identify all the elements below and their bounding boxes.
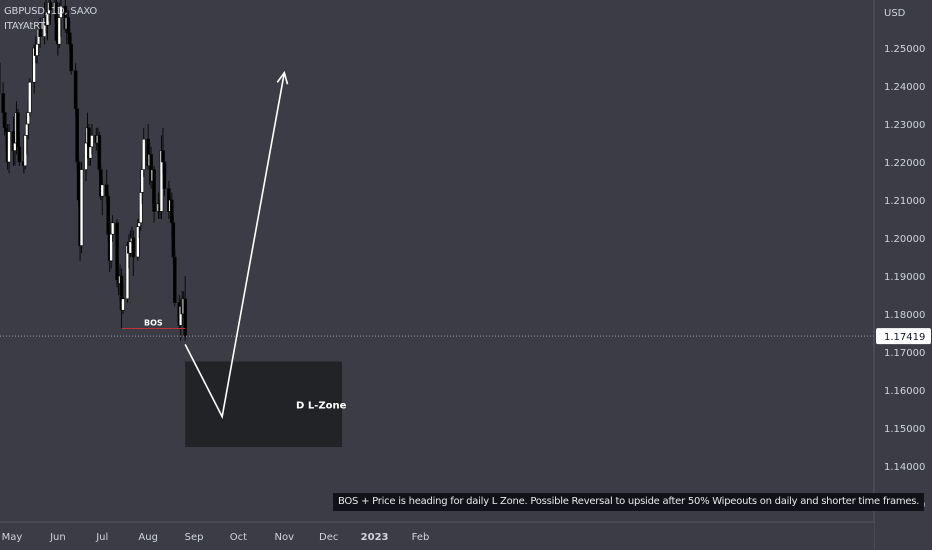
candle: [121, 283, 125, 314]
candle: [7, 124, 11, 174]
candle: [100, 177, 105, 216]
zone-layer: D L-Zone: [185, 361, 347, 447]
candle: [17, 131, 22, 166]
price-tick-label: 1.20000: [884, 234, 925, 245]
candle-body: [162, 161, 167, 189]
demand-zone: [185, 361, 343, 447]
candle-body: [27, 81, 32, 113]
candle: [38, 17, 42, 48]
symbol-title[interactable]: GBPUSD, 1D, SAXO: [4, 6, 98, 17]
candle: [141, 127, 146, 178]
time-axis-bg: [0, 522, 874, 550]
price-tick-label: 1.15000: [884, 424, 925, 435]
candle: [79, 162, 84, 254]
author-label: ITAYAtRT: [4, 21, 45, 32]
candle: [173, 249, 177, 307]
candle-body: [7, 131, 11, 163]
price-tick-label: 1.22000: [884, 158, 925, 169]
candle-body: [84, 142, 88, 170]
time-tick-label: Aug: [138, 532, 158, 543]
last-price-badge: [876, 328, 931, 345]
projection-layer: [184, 70, 289, 420]
candle-body: [59, 5, 63, 18]
candle: [183, 276, 187, 341]
time-tick-label: Oct: [230, 532, 247, 543]
time-tick-label: Feb: [412, 532, 430, 543]
zone-label: D L-Zone: [296, 400, 347, 411]
price-tick-label: 1.17000: [884, 348, 925, 359]
candle-body: [38, 28, 42, 37]
candle-body: [110, 222, 115, 235]
candle: [152, 165, 156, 223]
candle: [110, 215, 115, 242]
candle-body: [97, 135, 102, 170]
last-price-label: 1.17419: [884, 332, 925, 343]
projection-arrowhead: [276, 70, 289, 85]
price-tick-label: 1.14000: [884, 462, 925, 473]
candle: [59, 0, 63, 37]
candle-body: [75, 108, 79, 163]
candle-body: [79, 169, 84, 246]
price-tick-label: 1.24000: [884, 82, 925, 93]
candle-body: [152, 169, 156, 212]
candle-body: [173, 256, 177, 303]
annotation-note: BOS + Price is heading for daily L Zone.…: [333, 493, 925, 511]
price-tick-label: 1.21000: [884, 196, 925, 207]
candle: [131, 230, 136, 276]
candle: [69, 36, 73, 75]
projection-path: [184, 72, 286, 420]
levels-layer: BOS: [0, 318, 874, 337]
price-tick-label: 1.16000: [884, 386, 925, 397]
price-axis-bg: [874, 0, 932, 550]
candle-body: [48, 2, 53, 11]
candle-body: [76, 161, 81, 201]
candle-body: [121, 298, 125, 311]
candle: [27, 78, 32, 117]
time-tick-label: Sep: [185, 532, 204, 543]
currency-label: USD: [884, 8, 906, 19]
time-axis[interactable]: May Jun Jul Aug Sep Oct Nov Dec 2023 Feb: [0, 521, 874, 550]
candle-body: [141, 138, 146, 170]
candle-body: [100, 184, 105, 197]
bos-label: BOS: [144, 318, 163, 327]
price-tick-label: 1.19000: [884, 272, 925, 283]
candle: [90, 124, 94, 155]
time-tick-label: Jun: [49, 532, 66, 543]
candle-body: [17, 146, 22, 163]
candles-layer: [0, 0, 187, 341]
candle: [162, 150, 167, 197]
time-tick-label: May: [2, 532, 23, 543]
candle-body: [90, 135, 94, 148]
price-tick-label: 1.18000: [884, 310, 925, 321]
candle-body: [131, 237, 136, 258]
price-axis[interactable]: USD 1.25000 1.24000 1.23000 1.22000 1.21000 1.…: [873, 0, 932, 550]
time-tick-label: Jul: [95, 532, 108, 543]
candle-body: [183, 298, 187, 337]
time-tick-label: Nov: [275, 532, 295, 543]
price-tick-label: 1.25000: [884, 44, 925, 55]
time-tick-label: 2023: [361, 532, 389, 543]
candle: [48, 0, 53, 26]
price-tick-label: 1.23000: [884, 120, 925, 131]
candle-body: [69, 43, 73, 72]
time-tick-label: Dec: [319, 532, 338, 543]
